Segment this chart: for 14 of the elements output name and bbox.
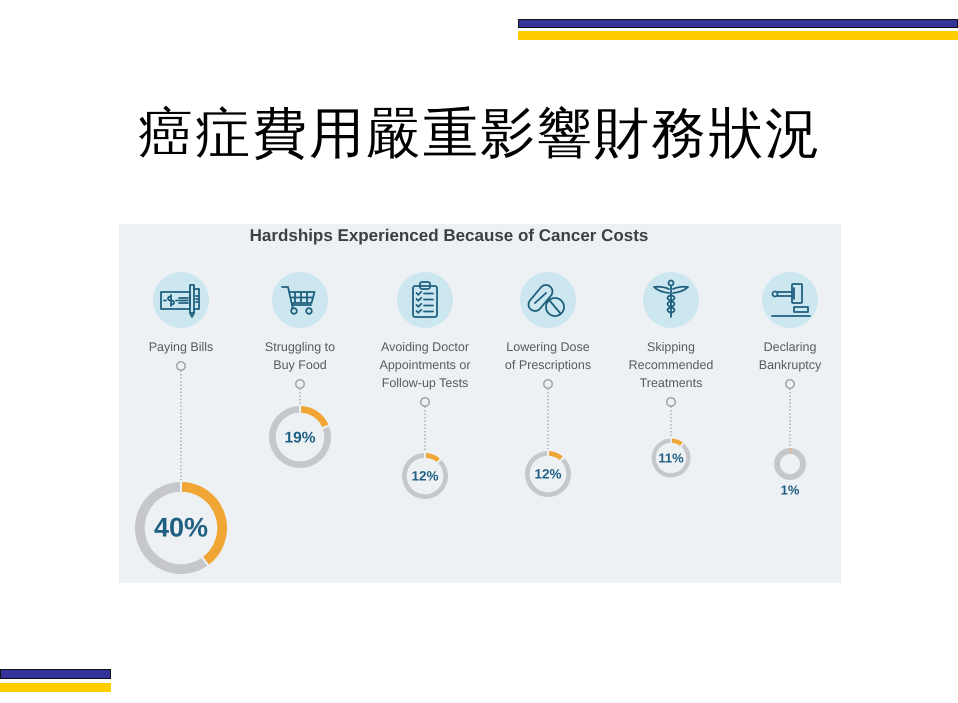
- chart-title: Lowering Dose of Prescriptions: [504, 339, 592, 374]
- text: 40%: [154, 512, 208, 542]
- chart-title: Paying Bills: [148, 339, 214, 356]
- text: 11%: [658, 450, 684, 466]
- text: 12%: [411, 468, 439, 484]
- text: 12%: [534, 466, 562, 482]
- chart-title: Skipping Recommended Treatments: [628, 339, 714, 392]
- text: Hardships Experienced Because of Cancer Costs: [248, 225, 650, 247]
- chart-title: Declaring Bankruptcy: [758, 339, 822, 374]
- text: 癌症費用嚴重影響財務狀況: [137, 103, 823, 165]
- text: 1%: [780, 482, 800, 498]
- chart-title: Struggling to Buy Food: [264, 339, 336, 374]
- chart-title: Avoiding Doctor Appointments or Follow-up Tests: [379, 339, 471, 392]
- text: 19%: [284, 429, 316, 446]
